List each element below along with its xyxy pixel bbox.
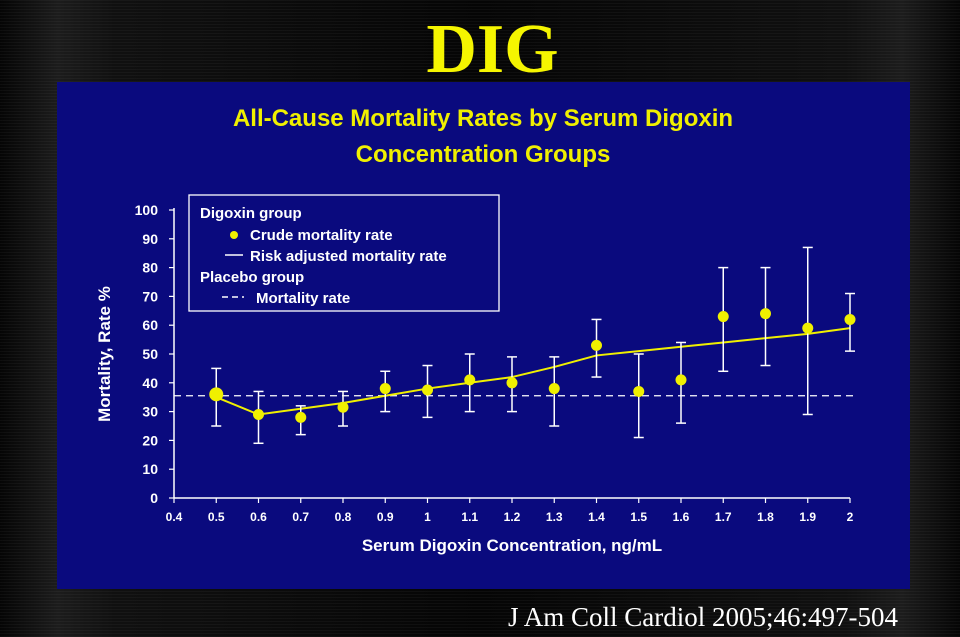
chart-panel: All-Cause Mortality Rates by Serum Digox… bbox=[57, 82, 910, 589]
crude-mortality-point bbox=[675, 374, 687, 386]
x-tick-label: 1.7 bbox=[715, 510, 732, 524]
crude-mortality-point bbox=[633, 385, 645, 397]
x-axis-label: Serum Digoxin Concentration, ng/mL bbox=[362, 536, 662, 555]
x-tick-label: 1.1 bbox=[461, 510, 478, 524]
chart-title-line-2: Concentration Groups bbox=[356, 141, 611, 168]
mortality-chart: All-Cause Mortality Rates by Serum Digox… bbox=[95, 105, 856, 555]
legend-box bbox=[188, 194, 500, 312]
y-tick-label: 80 bbox=[142, 260, 158, 276]
crude-mortality-point bbox=[844, 313, 856, 325]
legend-item-label: Digoxin group bbox=[200, 205, 302, 222]
crude-mortality-point bbox=[506, 377, 518, 389]
x-tick-label: 1.4 bbox=[588, 510, 605, 524]
crude-mortality-point bbox=[422, 384, 433, 396]
y-tick-label: 10 bbox=[142, 461, 158, 477]
crude-mortality-point bbox=[295, 411, 307, 423]
y-tick-label: 90 bbox=[142, 231, 158, 247]
crude-mortality-point bbox=[591, 339, 602, 351]
crude-mortality-point bbox=[253, 408, 264, 420]
slide-title: DIG bbox=[426, 11, 559, 88]
x-tick-label: 0.5 bbox=[208, 510, 225, 524]
x-tick-label: 1.6 bbox=[673, 510, 690, 524]
x-tick-label: 1.2 bbox=[504, 510, 521, 524]
crude-mortality-point bbox=[337, 401, 349, 413]
x-tick-label: 1.3 bbox=[546, 510, 563, 524]
y-tick-label: 20 bbox=[142, 432, 158, 448]
crude-mortality-point bbox=[548, 383, 560, 395]
crude-mortality-point bbox=[760, 308, 771, 320]
crude-mortality-point bbox=[209, 387, 224, 402]
x-tick-label: 1.8 bbox=[757, 510, 774, 524]
crude-mortality-point bbox=[717, 311, 729, 323]
citation: J Am Coll Cardiol 2005;46:497-504 bbox=[507, 602, 898, 632]
legend-dot-marker bbox=[230, 231, 238, 239]
risk-adjusted-line bbox=[215, 327, 851, 416]
crude-mortality-point bbox=[802, 322, 814, 334]
x-tick-label: 0.7 bbox=[292, 510, 309, 524]
x-tick-label: 1 bbox=[424, 510, 431, 524]
y-tick-label: 50 bbox=[142, 346, 158, 362]
crude-mortality-point bbox=[464, 374, 476, 386]
y-tick-label: 100 bbox=[135, 202, 159, 218]
y-tick-label: 0 bbox=[150, 490, 158, 506]
x-tick-label: 2 bbox=[847, 510, 854, 524]
crude-mortality-point bbox=[379, 383, 391, 395]
x-tick-label: 0.6 bbox=[250, 510, 267, 524]
y-tick-label: 40 bbox=[142, 375, 158, 391]
chart-title-line-1: All-Cause Mortality Rates by Serum Digox… bbox=[233, 105, 733, 132]
y-tick-label: 60 bbox=[142, 317, 158, 333]
x-tick-label: 1.9 bbox=[799, 510, 816, 524]
legend-item-label: Mortality rate bbox=[256, 290, 350, 307]
x-tick-label: 1.5 bbox=[630, 510, 647, 524]
y-tick-label: 70 bbox=[142, 288, 158, 304]
x-tick-label: 0.9 bbox=[377, 510, 394, 524]
x-tick-label: 0.8 bbox=[335, 510, 352, 524]
legend-item-label: Crude mortality rate bbox=[250, 227, 393, 244]
legend-item-label: Placebo group bbox=[200, 269, 304, 286]
x-tick-label: 0.4 bbox=[166, 510, 183, 524]
y-tick-label: 30 bbox=[142, 404, 158, 420]
legend-item-label: Risk adjusted mortality rate bbox=[250, 248, 447, 265]
y-axis-label: Mortality, Rate % bbox=[95, 286, 114, 422]
